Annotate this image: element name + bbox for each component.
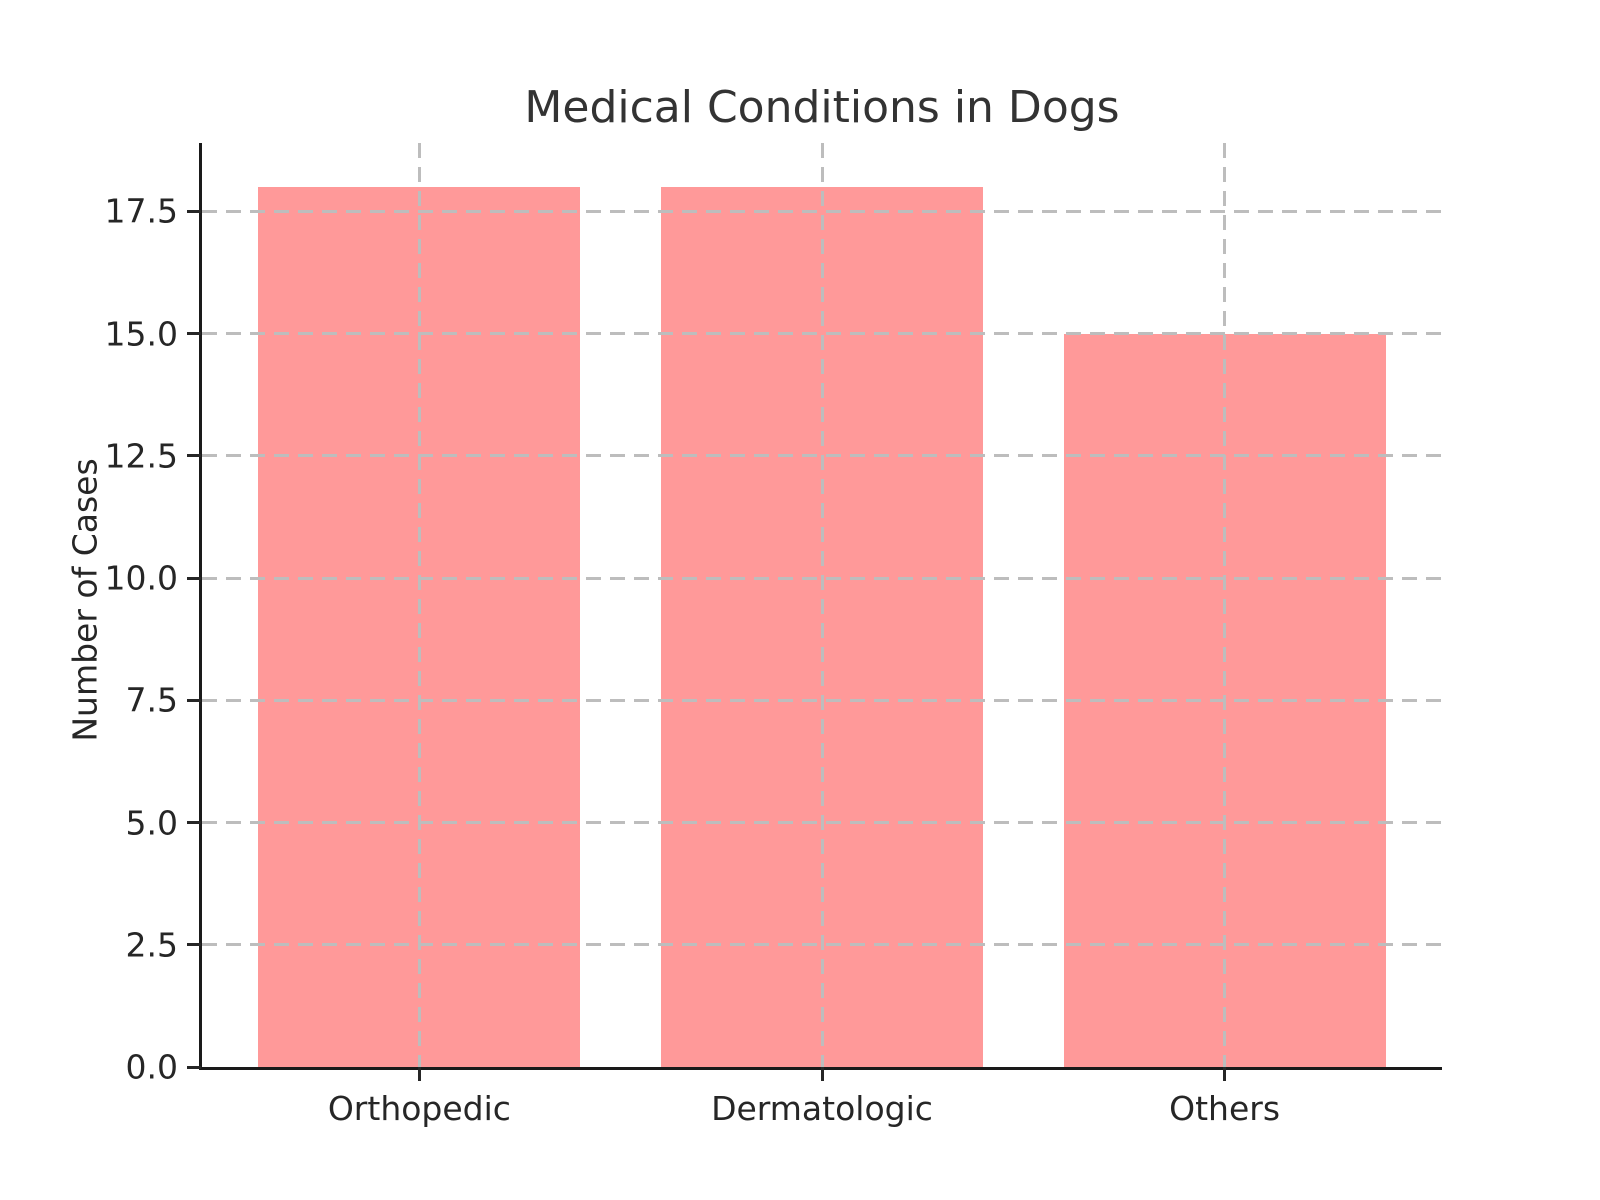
y-tick-mark [187, 332, 201, 336]
v-gridline [1223, 143, 1227, 1067]
v-gridline [417, 143, 421, 1067]
h-gridline [202, 209, 1442, 213]
x-tick-label: Others [1169, 1089, 1281, 1128]
y-tick-label: 2.5 [125, 925, 178, 965]
y-axis-label: Number of Cases [65, 458, 105, 742]
y-tick-label: 15.0 [104, 314, 178, 354]
y-tick-label: 12.5 [104, 436, 178, 476]
y-tick-label: 7.5 [125, 680, 178, 720]
x-tick-label: Orthopedic [327, 1089, 511, 1128]
y-tick-mark [187, 821, 201, 825]
h-gridline [202, 576, 1442, 580]
h-gridline [202, 332, 1442, 336]
y-tick-mark [187, 698, 201, 702]
y-tick-mark [187, 943, 201, 947]
y-tick-mark [187, 576, 201, 580]
h-gridline [202, 943, 1442, 947]
y-tick-label: 0.0 [125, 1047, 178, 1087]
h-gridline [202, 698, 1442, 702]
plot-area [202, 143, 1442, 1067]
y-tick-label: 17.5 [104, 191, 178, 231]
h-gridline [202, 821, 1442, 825]
x-tick-mark [417, 1067, 421, 1081]
h-gridline [202, 454, 1442, 458]
y-tick-mark [187, 209, 201, 213]
y-tick-label: 5.0 [125, 803, 178, 843]
x-tick-label: Dermatologic [711, 1089, 933, 1128]
v-gridline [820, 143, 824, 1067]
x-tick-mark [820, 1067, 824, 1081]
y-tick-mark [187, 1065, 201, 1069]
chart-title: Medical Conditions in Dogs [524, 82, 1120, 133]
y-axis-spine [199, 143, 202, 1070]
y-tick-label: 10.0 [104, 558, 178, 598]
x-tick-mark [1223, 1067, 1227, 1081]
y-tick-mark [187, 454, 201, 458]
